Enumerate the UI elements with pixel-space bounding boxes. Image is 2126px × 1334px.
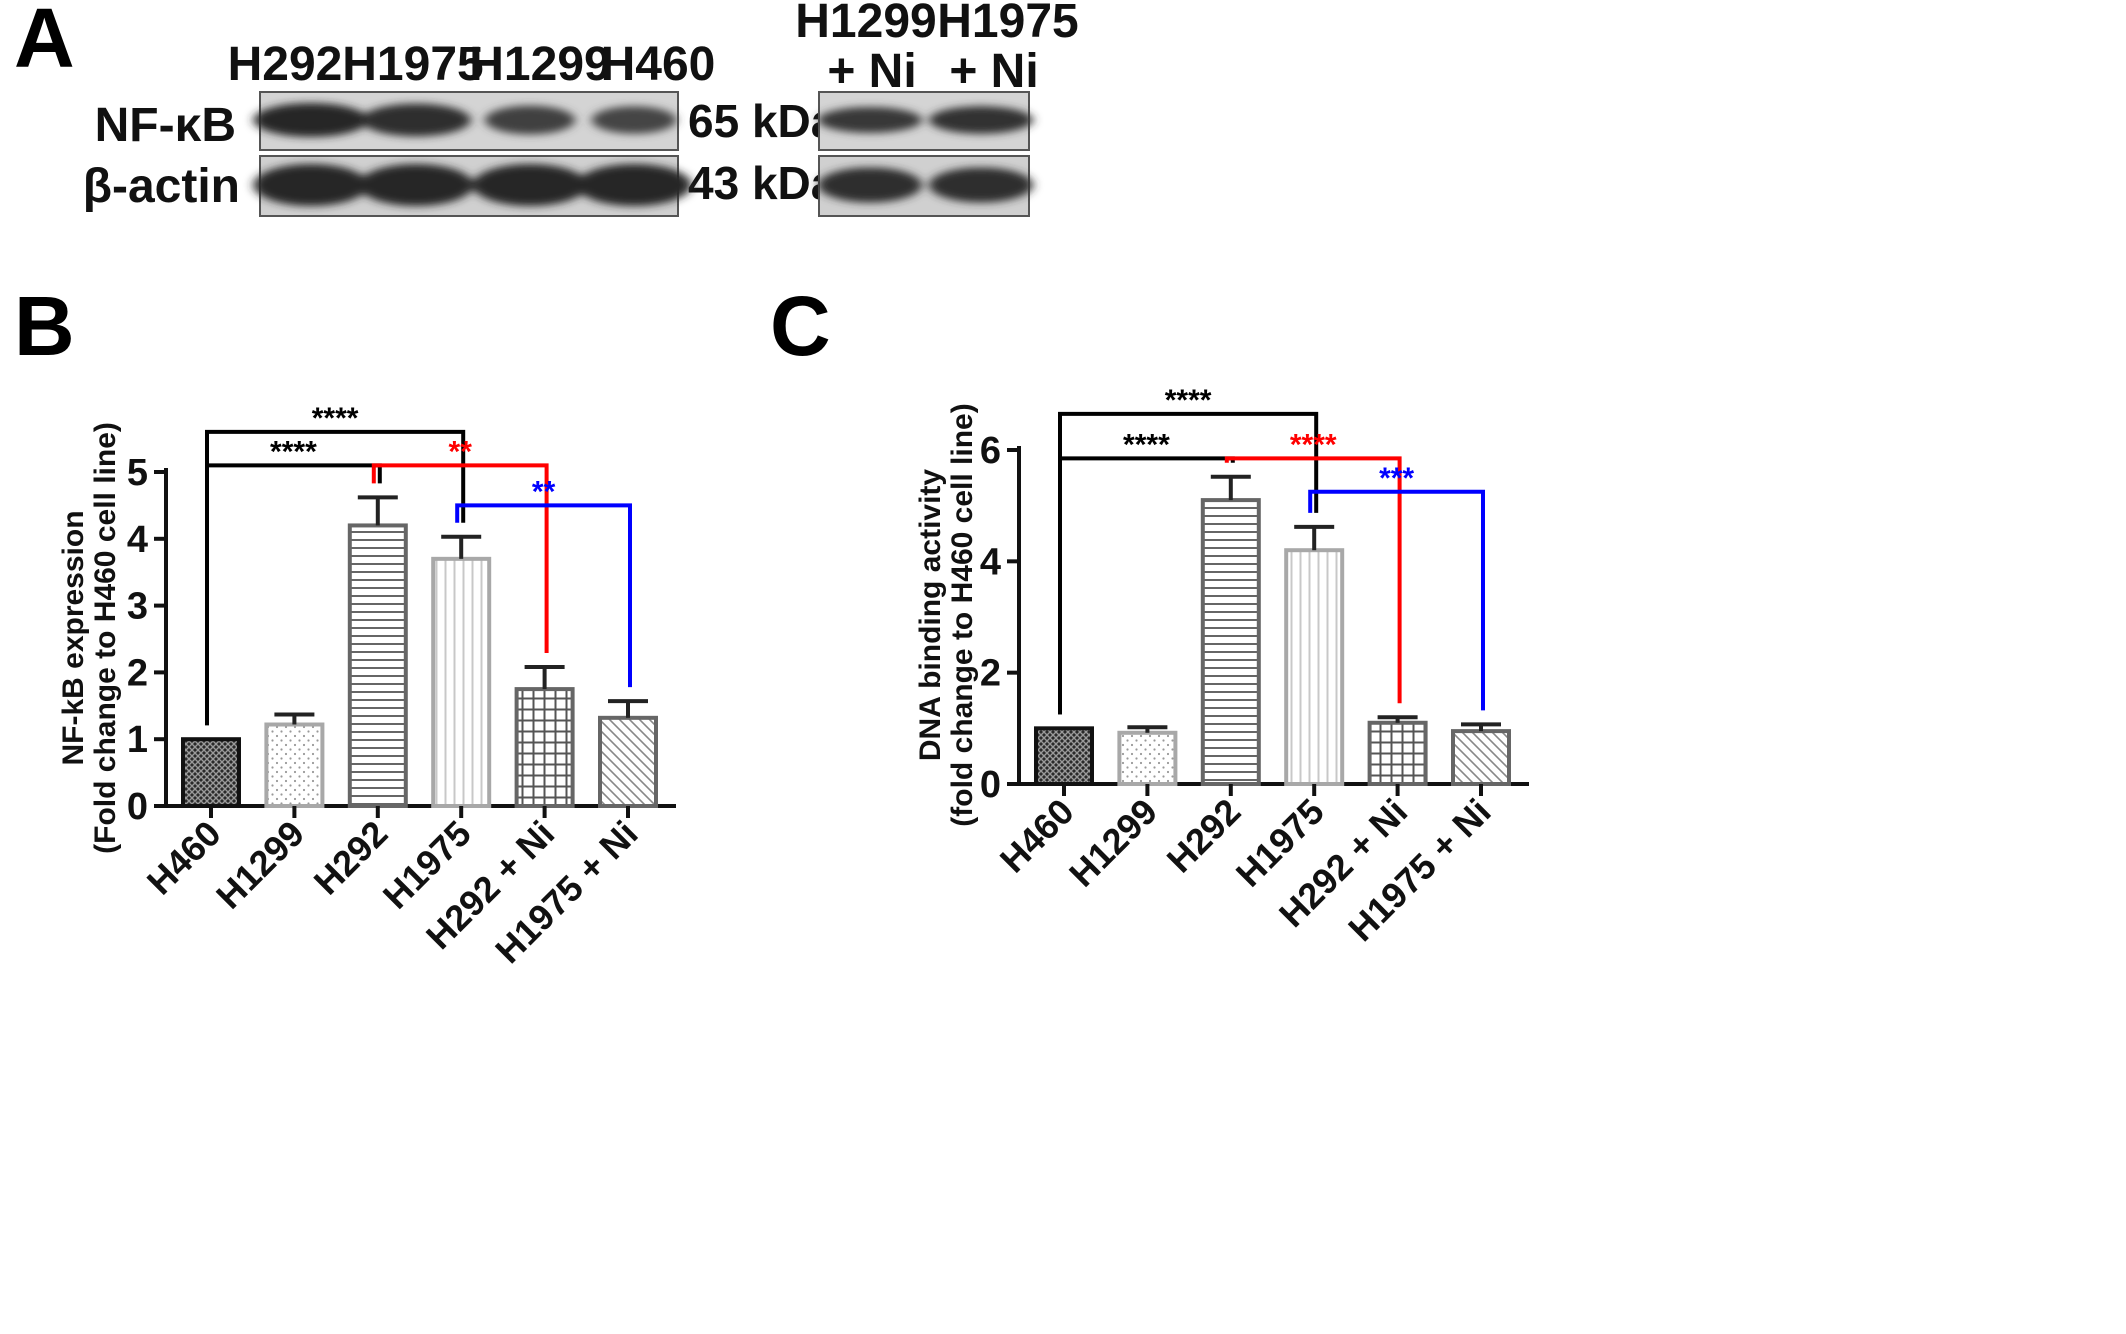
band-actin-lane-4 xyxy=(576,164,692,206)
significance-label-3: ** xyxy=(449,435,473,468)
significance-label-1: **** xyxy=(312,402,359,435)
significance-bracket-3 xyxy=(371,463,549,654)
significance-label-3: **** xyxy=(1290,428,1337,461)
significance-label-4: *** xyxy=(1379,462,1414,495)
panel-c-dna-binding-chart: C DNA binding activity (fold change to H46… xyxy=(770,279,1529,949)
row-label-nfkb: NF-κB xyxy=(95,99,236,152)
significance-bracket-2 xyxy=(1058,456,1235,715)
y-axis-label-line-1: DNA binding activity xyxy=(914,469,947,762)
bar-h460 xyxy=(1034,726,1094,786)
significance-label-2: **** xyxy=(270,435,317,468)
band-nfkb-lane-1 xyxy=(253,103,369,137)
y-tick-label-5: 5 xyxy=(127,452,148,494)
band-actin-lane-1 xyxy=(253,164,369,206)
y-axis-label-line-2: (Fold change to H460 cell line) xyxy=(89,422,122,854)
significance-bracket-1 xyxy=(205,429,466,726)
y-tick-label-2: 2 xyxy=(127,652,148,694)
band-nfkb-lane-2 xyxy=(361,103,471,137)
lane-label-h292: H292 xyxy=(228,38,343,91)
panel-a-letter: A xyxy=(14,0,75,85)
lane-label-h1975-ni-line1: H1975 xyxy=(937,0,1078,48)
y-tick-label-6: 6 xyxy=(980,430,1001,472)
band-nfkb-lane-3 xyxy=(484,105,576,135)
lane-label-h460: H460 xyxy=(601,38,716,91)
lane-label-h1299-ni-line2: + Ni xyxy=(827,45,916,98)
y-tick-label-2: 2 xyxy=(980,653,1001,695)
band-nfkb-ni-lane-1 xyxy=(818,107,922,133)
bar-h292 xyxy=(347,523,408,808)
band-actin-ni-lane-2 xyxy=(929,167,1033,203)
bar-h292 xyxy=(1200,498,1261,786)
band-actin-ni-lane-1 xyxy=(818,167,922,203)
bar-h1975-ni xyxy=(1451,729,1511,786)
significance-label-4: ** xyxy=(532,475,556,508)
significance-bracket-2 xyxy=(205,463,382,726)
bar-h1975 xyxy=(431,556,492,809)
x-category-label-2: H1299 xyxy=(208,813,312,917)
lane-label-h1975: H1975 xyxy=(342,38,483,91)
significance-bracket-3 xyxy=(1224,456,1402,704)
y-axis-label-line-1: NF-kB expression xyxy=(57,510,90,765)
significance-label-1: **** xyxy=(1165,384,1212,417)
band-actin-lane-2 xyxy=(358,164,474,206)
y-tick-label-4: 4 xyxy=(127,519,148,561)
y-tick-label-0: 0 xyxy=(127,786,148,828)
band-nfkb-lane-4 xyxy=(591,106,677,134)
band-actin-lane-3 xyxy=(472,164,588,206)
significance-bracket-4 xyxy=(455,503,632,688)
significance-bracket-4 xyxy=(1308,489,1485,711)
bar-h1299 xyxy=(264,722,325,809)
bar-h1299 xyxy=(1117,730,1178,787)
y-axis-label-line-2: (fold change to H460 cell line) xyxy=(946,403,979,826)
panel-b-nfkb-expression-chart: B NF-kB expression (Fold change to H460 ce… xyxy=(14,279,676,971)
panel-b-letter: B xyxy=(14,279,75,373)
kda-label-65: 65 kDa xyxy=(688,95,837,147)
row-label-beta-actin: β-actin xyxy=(83,160,240,213)
panel-a-western-blot: A H292 H1975 H1299 H460 H1299 + Ni H1975… xyxy=(14,0,1079,217)
y-tick-label-3: 3 xyxy=(127,586,148,628)
lane-label-h1299-ni-line1: H1299 xyxy=(795,0,936,48)
lane-label-h1299: H1299 xyxy=(469,38,610,91)
y-tick-label-0: 0 xyxy=(980,764,1001,806)
kda-label-43: 43 kDa xyxy=(688,157,837,209)
bar-h1975-ni xyxy=(598,715,658,808)
x-category-label-2: H1299 xyxy=(1061,791,1165,895)
bar-h292-ni xyxy=(1367,720,1428,786)
bar-h1975 xyxy=(1284,548,1345,787)
bar-h460 xyxy=(181,737,241,809)
band-nfkb-ni-lane-2 xyxy=(929,106,1033,134)
significance-label-2: **** xyxy=(1123,428,1170,461)
panel-c-letter: C xyxy=(770,279,831,373)
lane-label-h1975-ni-line2: + Ni xyxy=(949,45,1038,98)
bar-h292-ni xyxy=(514,687,575,808)
y-tick-label-1: 1 xyxy=(127,719,148,761)
y-tick-label-4: 4 xyxy=(980,541,1001,583)
